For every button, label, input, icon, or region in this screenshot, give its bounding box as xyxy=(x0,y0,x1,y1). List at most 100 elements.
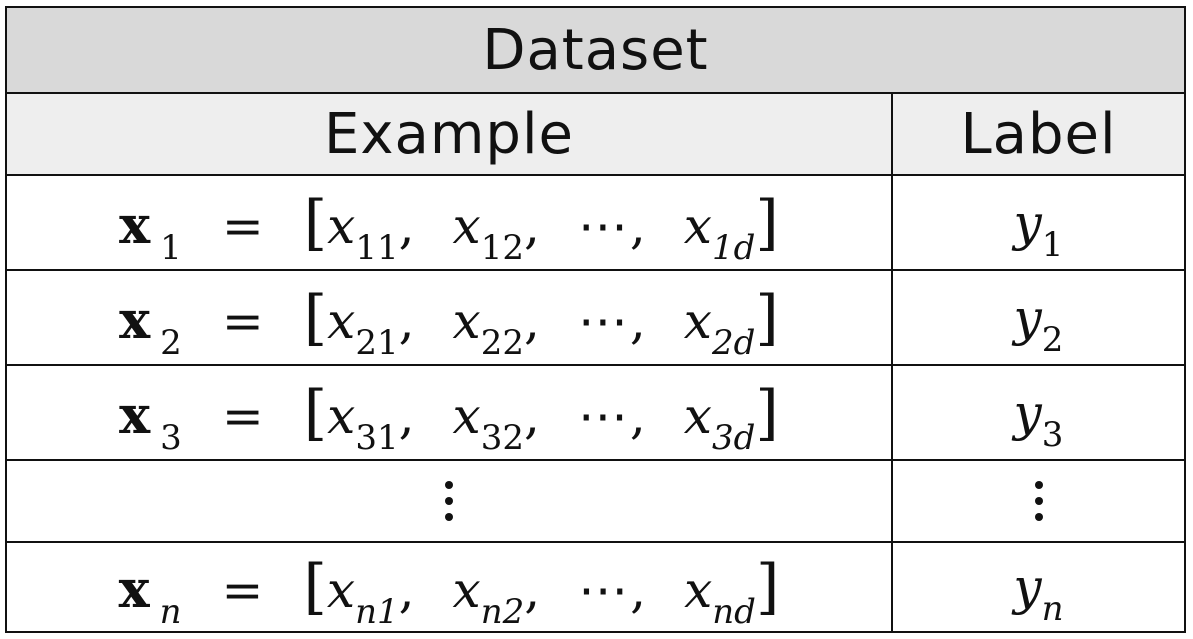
element-index: 2d xyxy=(712,322,756,363)
comma: , xyxy=(398,291,415,350)
label-index: 2 xyxy=(1041,319,1064,360)
element-index: 22 xyxy=(480,322,524,363)
element-base: x xyxy=(683,386,712,445)
label-ellipsis-cell xyxy=(893,461,1184,541)
element-base: x xyxy=(452,386,481,445)
close-bracket: ] xyxy=(755,552,780,622)
table-title-row: Dataset xyxy=(7,8,1184,92)
comma: , xyxy=(524,561,541,619)
comma: , xyxy=(398,386,415,445)
element-base: x xyxy=(683,196,712,255)
element-index: n2 xyxy=(480,592,525,632)
vector-index: n xyxy=(159,592,182,632)
element-index: 3d xyxy=(712,417,756,458)
element-index: nd xyxy=(712,592,756,632)
comma: , xyxy=(523,386,540,445)
element-index: 11 xyxy=(355,227,399,268)
ellipsis: ⋯ xyxy=(577,196,630,255)
element-base: x xyxy=(452,196,481,255)
ellipsis: ⋯ xyxy=(577,386,630,445)
open-bracket: [ xyxy=(303,282,328,353)
close-bracket: ] xyxy=(755,187,779,258)
table-title: Dataset xyxy=(482,17,709,83)
element-index: 32 xyxy=(480,417,524,458)
vector-index: 3 xyxy=(160,417,182,458)
title-cell: Dataset xyxy=(7,8,1184,92)
element-base: x xyxy=(327,386,356,445)
element-base: x xyxy=(452,561,481,619)
comma: , xyxy=(629,291,646,350)
vertical-ellipsis-icon xyxy=(445,481,453,521)
ellipsis: ⋯ xyxy=(577,291,630,350)
equals-sign: = xyxy=(221,196,264,255)
equals-sign: = xyxy=(221,386,264,445)
example-header-cell: Example xyxy=(7,94,893,174)
ellipsis: ⋯ xyxy=(578,561,631,619)
element-base: x xyxy=(684,561,713,619)
element-base: x xyxy=(326,561,356,619)
comma: , xyxy=(523,196,540,255)
comma: , xyxy=(630,561,647,619)
example-header: Example xyxy=(324,101,574,167)
comma: , xyxy=(398,561,415,619)
open-bracket: [ xyxy=(303,377,328,448)
open-bracket: [ xyxy=(303,552,327,622)
label-base: y xyxy=(1013,383,1042,442)
vertical-ellipsis-icon xyxy=(1034,481,1043,521)
equals-sign: = xyxy=(221,561,264,619)
comma: , xyxy=(629,196,646,255)
close-bracket: ] xyxy=(755,377,779,448)
element-base: x xyxy=(327,196,356,255)
label-base: y xyxy=(1013,558,1042,616)
element-index: 31 xyxy=(355,417,399,458)
label-base: y xyxy=(1013,193,1042,252)
element-index: n1 xyxy=(355,592,399,632)
label-index: 3 xyxy=(1041,414,1064,455)
vector-symbol: x xyxy=(119,194,151,256)
element-index: 1d xyxy=(712,227,756,268)
equals-sign: = xyxy=(221,291,264,350)
ellipsis-row xyxy=(7,459,1184,541)
label-header-cell: Label xyxy=(893,94,1184,174)
element-index: 21 xyxy=(355,322,399,363)
label-index: n xyxy=(1041,589,1064,629)
vector-symbol: x xyxy=(119,289,151,351)
comma: , xyxy=(629,386,646,445)
vector-symbol: x xyxy=(119,384,151,446)
vector-index: 2 xyxy=(160,322,182,363)
vector-index: 1 xyxy=(160,227,182,268)
element-base: x xyxy=(683,291,712,350)
element-index: 12 xyxy=(480,227,524,268)
close-bracket: ] xyxy=(755,282,779,353)
open-bracket: [ xyxy=(303,187,328,258)
example-ellipsis-cell xyxy=(7,461,893,541)
comma: , xyxy=(398,196,415,255)
label-base: y xyxy=(1013,288,1042,347)
label-header: Label xyxy=(960,101,1117,167)
element-base: x xyxy=(452,291,481,350)
comma: , xyxy=(523,291,540,350)
label-index: 1 xyxy=(1041,224,1064,265)
header-row: Example Label xyxy=(7,92,1184,174)
